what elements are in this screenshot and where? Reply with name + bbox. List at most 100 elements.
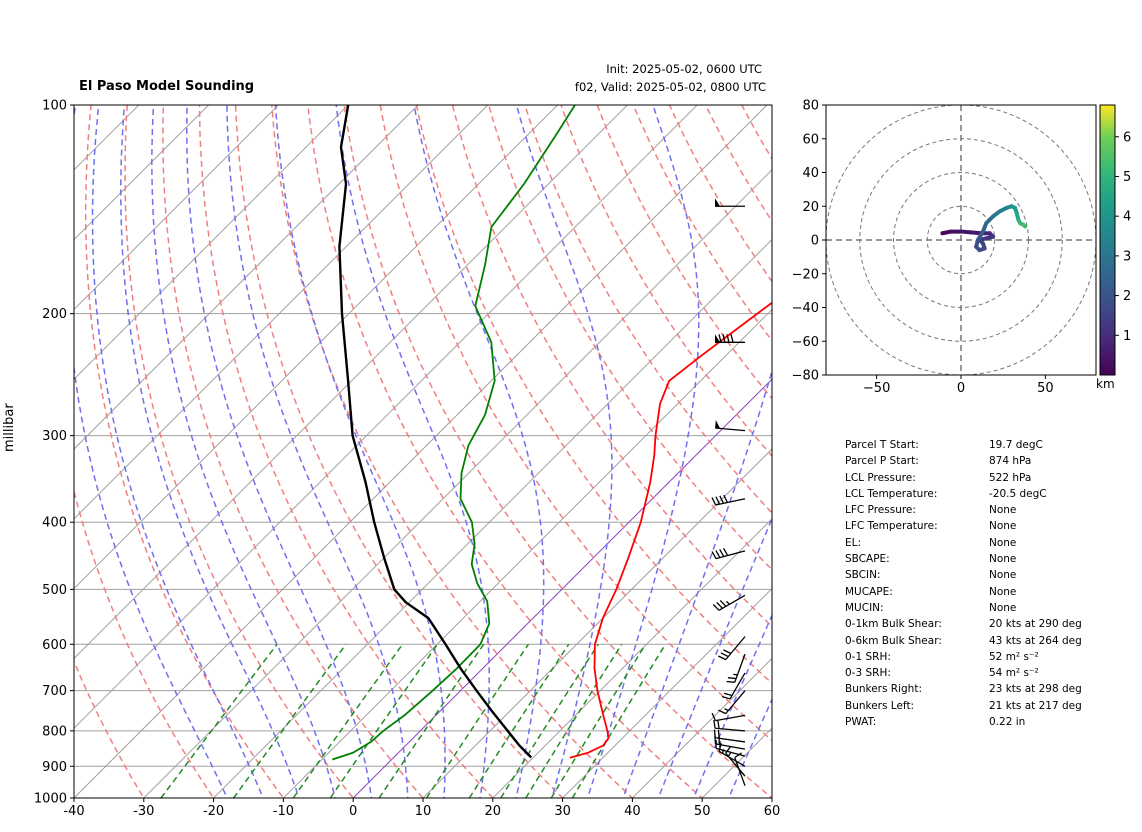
param-label: SBCIN: bbox=[845, 569, 881, 582]
mixing-ratio-line bbox=[468, 643, 570, 798]
colorbar-tick-label: 2 bbox=[1123, 289, 1131, 304]
param-row: LFC Temperature: None bbox=[845, 518, 1082, 534]
colorbar-tick-label: 1 bbox=[1123, 329, 1131, 344]
dry-adiabat bbox=[415, 105, 772, 685]
isotherm-line bbox=[74, 105, 629, 660]
y-tick-label: 400 bbox=[42, 516, 67, 531]
barb-full bbox=[726, 680, 735, 683]
isotherm-line bbox=[74, 105, 768, 798]
barb-full bbox=[718, 709, 727, 715]
isotherm-line bbox=[74, 105, 140, 171]
param-label: LCL Temperature: bbox=[845, 487, 938, 500]
barb-staff bbox=[734, 757, 746, 786]
moist-adiabat bbox=[515, 105, 613, 798]
barb-full bbox=[715, 550, 721, 558]
dry-adiabat bbox=[234, 105, 564, 798]
barb-staff bbox=[734, 653, 746, 683]
parameter-table: Parcel T Start: 19.7 degC Parcel P Start:… bbox=[845, 437, 1082, 730]
wind-barb bbox=[718, 743, 746, 767]
mixing-ratio-line bbox=[500, 643, 599, 798]
barb-full bbox=[719, 599, 727, 607]
wind-barb bbox=[734, 752, 746, 786]
barb-full bbox=[723, 692, 733, 697]
barb-staff bbox=[715, 714, 746, 722]
param-row: 0-3 SRH: 54 m² s⁻² bbox=[845, 665, 1082, 681]
y-tick-label: 100 bbox=[42, 99, 67, 114]
param-value: None bbox=[989, 536, 1017, 549]
barb-staff bbox=[725, 690, 746, 715]
barb-staff bbox=[718, 750, 746, 767]
barb-full bbox=[714, 735, 717, 744]
skew-t-axes: -40 -30 -20 -10 0 10 20 30 40 50 60 1000 900 800 700 60… bbox=[34, 99, 780, 820]
dry-adiabat bbox=[162, 105, 424, 798]
param-value: 522 hPa bbox=[989, 471, 1032, 484]
mixing-ratio-line bbox=[425, 643, 530, 798]
wind-barb bbox=[711, 494, 746, 506]
moist-adiabat bbox=[413, 105, 545, 798]
moist-adiabat bbox=[727, 697, 772, 798]
chart-title: El Paso Model Sounding bbox=[79, 79, 255, 94]
param-label: LFC Pressure: bbox=[845, 504, 916, 517]
dry-adiabat bbox=[271, 105, 634, 798]
barb-full bbox=[722, 334, 726, 343]
barb-flag bbox=[715, 420, 721, 429]
skew-t-profiles bbox=[332, 105, 772, 761]
param-label: EL: bbox=[845, 536, 862, 549]
hodograph-trace bbox=[940, 204, 1028, 253]
colorbar-tick-label: 5 bbox=[1123, 170, 1131, 185]
moist-adiabat bbox=[120, 105, 300, 798]
mixing-ratio-line bbox=[329, 643, 439, 798]
param-label: LFC Temperature: bbox=[845, 520, 938, 533]
param-label: Bunkers Left: bbox=[845, 699, 915, 712]
mixing-ratio-line bbox=[232, 643, 347, 798]
moist-adiabat bbox=[622, 368, 772, 798]
param-label: Parcel T Start: bbox=[845, 439, 919, 451]
x-tick-label: 30 bbox=[554, 804, 571, 819]
barb-full bbox=[719, 495, 725, 504]
x-tick-label: 40 bbox=[624, 804, 641, 819]
hodo-x-tick-label: 50 bbox=[1037, 381, 1054, 396]
hodo-x-tick-label: −50 bbox=[863, 381, 890, 396]
param-value: None bbox=[989, 520, 1017, 533]
barb-flag bbox=[715, 334, 720, 343]
param-row: Bunkers Left: 21 kts at 217 deg bbox=[845, 698, 1082, 714]
barb-half bbox=[726, 600, 730, 605]
x-tick-label: 60 bbox=[764, 804, 781, 819]
param-label: 0-1 SRH: bbox=[845, 650, 891, 663]
param-value: 20 kts at 290 deg bbox=[989, 618, 1082, 631]
dry-adiabat bbox=[84, 105, 285, 798]
y-tick-label: 500 bbox=[42, 583, 67, 598]
hodo-y-tick-label: −20 bbox=[792, 267, 819, 282]
param-label: Bunkers Right: bbox=[845, 683, 922, 696]
param-row: Parcel T Start: 19.7 degC bbox=[845, 437, 1082, 453]
isotherm-line bbox=[422, 448, 772, 798]
param-row: LCL Pressure: 522 hPa bbox=[845, 470, 1082, 486]
temperature-profile bbox=[569, 301, 772, 759]
y-tick-label: 900 bbox=[42, 760, 67, 775]
param-value: -20.5 degC bbox=[989, 487, 1047, 500]
wind-barb bbox=[712, 594, 746, 611]
barb-staff bbox=[715, 550, 746, 560]
param-value: 874 hPa bbox=[989, 455, 1032, 468]
mixing-ratio-line bbox=[550, 643, 647, 798]
param-row: Parcel P Start: 874 hPa bbox=[845, 453, 1082, 469]
param-value: 52 m² s⁻² bbox=[989, 650, 1039, 663]
moist-adiabat bbox=[586, 105, 700, 798]
param-label: 0-6km Bulk Shear: bbox=[845, 634, 942, 647]
colorbar-tick-label: 6 bbox=[1123, 130, 1131, 145]
x-tick-label: -30 bbox=[133, 804, 154, 819]
wind-barbs bbox=[711, 198, 746, 786]
param-label: MUCAPE: bbox=[845, 585, 893, 598]
barb-full bbox=[718, 736, 721, 745]
barb-full bbox=[712, 603, 720, 611]
colorbar-ticks: 1 2 3 4 5 6 bbox=[1115, 130, 1131, 344]
barb-full bbox=[723, 548, 729, 556]
barb-full bbox=[713, 719, 716, 729]
param-row: LCL Temperature: -20.5 degC bbox=[845, 486, 1082, 502]
param-value: None bbox=[989, 504, 1017, 517]
dry-adiabat bbox=[74, 488, 215, 798]
barb-staff bbox=[725, 636, 746, 661]
barb-staff bbox=[715, 747, 746, 757]
colorbar-tick-label: 3 bbox=[1123, 249, 1131, 264]
param-label: 0-1km Bulk Shear: bbox=[845, 618, 942, 631]
